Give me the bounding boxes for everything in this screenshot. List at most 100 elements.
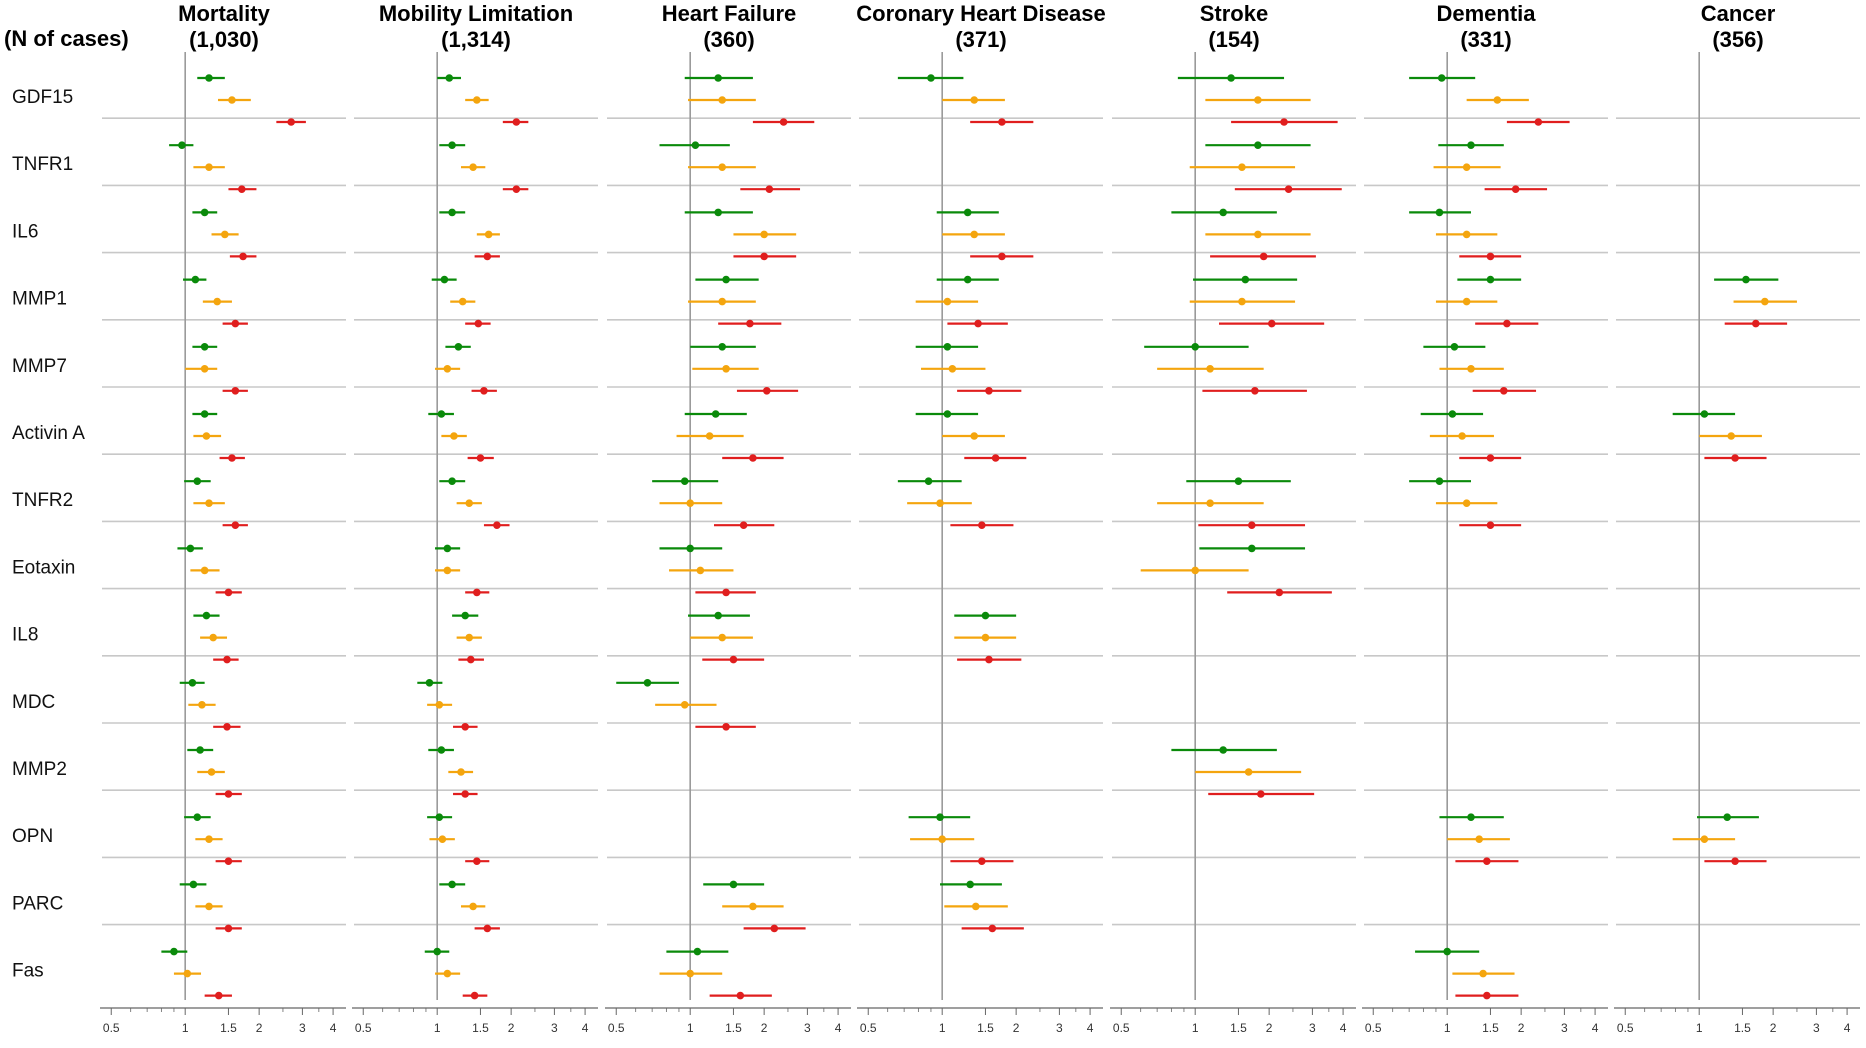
point-estimate [749, 902, 757, 911]
x-tick-label: 2 [1266, 1021, 1273, 1035]
point-estimate [765, 185, 774, 193]
point-estimate [1248, 521, 1256, 529]
x-tick-label: 4 [582, 1021, 589, 1035]
point-estimate [943, 297, 952, 306]
x-tick-label: 2 [1013, 1021, 1020, 1035]
point-estimate [943, 410, 952, 418]
point-estimate [435, 701, 444, 709]
point-estimate [454, 343, 463, 351]
row-label: TNFR1 [12, 154, 73, 175]
point-estimate [1462, 297, 1471, 306]
point-estimate [205, 74, 213, 82]
point-estimate [209, 633, 217, 642]
point-estimate [228, 96, 236, 104]
panel-title: Mortality [178, 1, 270, 26]
point-estimate [469, 163, 477, 171]
row-label: MMP2 [12, 759, 67, 780]
point-estimate [1206, 365, 1214, 373]
point-estimate [1458, 432, 1466, 440]
point-estimate [469, 902, 477, 911]
point-estimate [223, 723, 231, 731]
x-tick-label: 1.5 [725, 1021, 742, 1035]
point-estimate [1257, 790, 1265, 798]
x-tick-label: 3 [1309, 1021, 1316, 1035]
x-tick-label: 1.5 [220, 1021, 237, 1035]
x-tick-label: 1 [939, 1021, 946, 1035]
point-estimate [461, 611, 469, 620]
labels: (N of cases) GDF15 TNFR1 IL6 MMP1 MMP7 Activi… [4, 1, 1776, 982]
point-estimate [686, 499, 694, 508]
point-estimate [1267, 319, 1276, 328]
point-estimate [435, 813, 444, 821]
panel-n-cases: (371) [955, 27, 1006, 52]
x-tick-label: 2 [1518, 1021, 1525, 1035]
point-estimate [762, 387, 771, 395]
point-estimate [437, 410, 446, 418]
point-estimate [473, 588, 481, 597]
point-estimate [239, 252, 247, 261]
point-estimate [223, 655, 231, 664]
point-estimate [200, 365, 209, 373]
point-estimate [1493, 96, 1502, 104]
point-estimate [202, 611, 211, 620]
point-estimate [779, 118, 788, 126]
row-label: MMP1 [12, 289, 67, 310]
point-estimate [231, 319, 240, 328]
point-estimate [473, 96, 481, 104]
point-estimate [970, 96, 979, 104]
point-estimate [205, 835, 213, 843]
point-estimate [680, 701, 689, 709]
point-estimate [484, 230, 493, 239]
point-estimate [221, 230, 229, 239]
point-estimate [1479, 969, 1487, 978]
point-estimate [936, 813, 944, 821]
point-estimate [238, 185, 246, 193]
point-estimate [1761, 297, 1769, 306]
point-estimate [465, 499, 474, 508]
point-estimate [448, 208, 456, 217]
point-estimate [1486, 521, 1495, 529]
point-estimate [718, 633, 727, 642]
point-estimate [1448, 410, 1457, 418]
point-estimate [186, 544, 195, 553]
point-estimate [1752, 319, 1760, 328]
point-estimate [1483, 857, 1491, 865]
panel-n-cases: (331) [1460, 27, 1511, 52]
point-estimate [722, 723, 730, 731]
point-estimate [686, 969, 694, 978]
x-tick-label: 2 [761, 1021, 768, 1035]
point-estimate [465, 633, 474, 642]
point-estimate [438, 835, 447, 843]
x-tick-label: 2 [256, 1021, 263, 1035]
point-estimate [228, 454, 236, 462]
point-estimate [729, 880, 738, 889]
point-estimate [1723, 813, 1731, 821]
point-estimate [512, 185, 521, 193]
point-estimate [924, 477, 933, 486]
point-estimate [927, 74, 935, 82]
point-estimate [200, 410, 209, 418]
point-estimate [1467, 141, 1475, 149]
point-estimate [749, 454, 757, 462]
panel-title: Stroke [1200, 1, 1268, 26]
point-estimate [746, 319, 754, 328]
x-tick-label: 2 [508, 1021, 515, 1035]
point-estimate [938, 835, 946, 843]
x-tick-label: 2 [1770, 1021, 1777, 1035]
point-estimate [1435, 477, 1444, 486]
point-estimate [1731, 454, 1739, 462]
point-estimate [1486, 275, 1495, 284]
point-estimate [970, 230, 979, 239]
point-estimate [729, 655, 738, 664]
point-estimate [205, 499, 213, 508]
point-estimate [1486, 454, 1495, 462]
point-estimate [193, 813, 202, 821]
point-estimate [1238, 163, 1246, 171]
x-tick-label: 4 [330, 1021, 337, 1035]
point-estimate [170, 947, 178, 956]
panel-n-cases: (356) [1712, 27, 1763, 52]
row-label: MMP7 [12, 356, 67, 377]
point-estimate [970, 432, 979, 440]
point-estimate [643, 679, 652, 687]
point-estimate [473, 857, 481, 865]
